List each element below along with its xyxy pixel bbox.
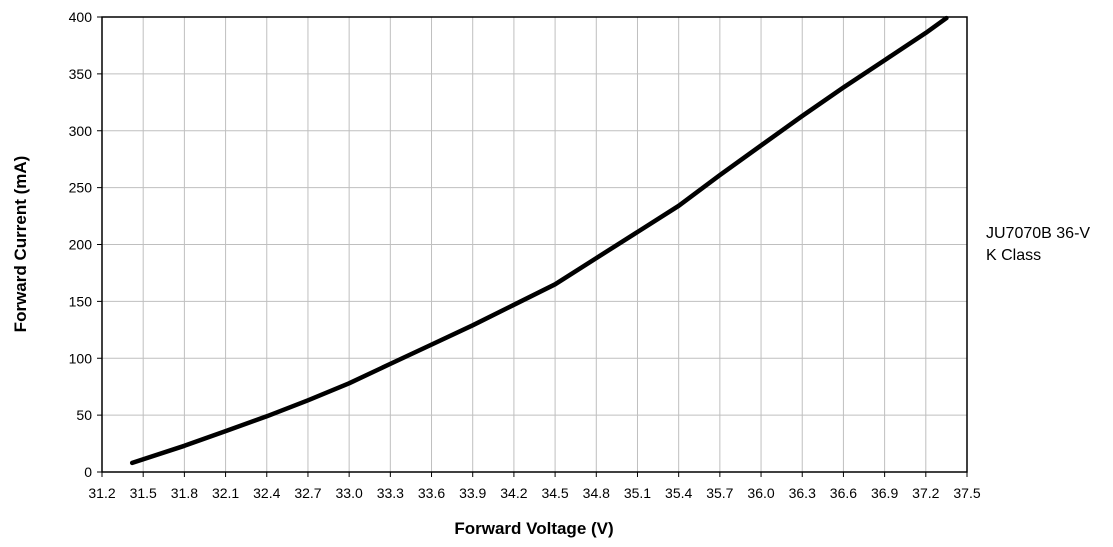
x-tick-label: 31.5 [130, 485, 157, 501]
y-tick-label: 200 [69, 237, 93, 253]
x-tick-label: 32.4 [253, 485, 280, 501]
x-tick-label: 36.3 [789, 485, 816, 501]
y-tick-label: 300 [69, 123, 93, 139]
x-tick-label: 36.9 [871, 485, 898, 501]
x-tick-label: 37.2 [912, 485, 939, 501]
x-tick-label: 35.7 [706, 485, 733, 501]
y-tick-label: 100 [69, 350, 93, 366]
y-axis-title: Forward Current (mA) [11, 156, 30, 333]
plot-frame [101, 16, 968, 473]
y-tick-label: 50 [76, 407, 92, 423]
x-tick-label: 31.2 [88, 485, 115, 501]
y-tick-label: 400 [69, 9, 93, 25]
x-tick-label: 37.5 [953, 485, 980, 501]
series-line [129, 15, 949, 466]
y-tick-label: 250 [69, 180, 93, 196]
x-tick-label: 33.6 [418, 485, 445, 501]
y-tick-label: 350 [69, 66, 93, 82]
x-tick-label: 35.1 [624, 485, 651, 501]
x-tick-label: 32.1 [212, 485, 239, 501]
x-tick-label: 36.6 [830, 485, 857, 501]
x-tick-label: 33.9 [459, 485, 486, 501]
axes [97, 16, 968, 477]
series-layer [129, 15, 949, 466]
legend-label-line1: JU7070B 36-V [986, 225, 1090, 242]
x-tick-label: 34.5 [541, 485, 568, 501]
x-tick-label: 36.0 [747, 485, 774, 501]
grid [102, 17, 967, 472]
x-tick-label: 34.2 [500, 485, 527, 501]
x-tick-label: 34.8 [583, 485, 610, 501]
y-tick-label: 150 [69, 293, 93, 309]
y-tick-label: 0 [84, 464, 92, 480]
x-tick-label: 32.7 [294, 485, 321, 501]
x-tick-label: 35.4 [665, 485, 692, 501]
tick-labels: 31.2 31.5 31.8 32.1 32.4 32.7 33.0 33.3 33.6 33.9… [69, 9, 981, 501]
x-tick-label: 33.0 [336, 485, 363, 501]
legend-label-line2: K Class [986, 247, 1041, 264]
x-axis-title: Forward Voltage (V) [454, 519, 613, 538]
x-tick-label: 33.3 [377, 485, 404, 501]
x-tick-label: 31.8 [171, 485, 198, 501]
